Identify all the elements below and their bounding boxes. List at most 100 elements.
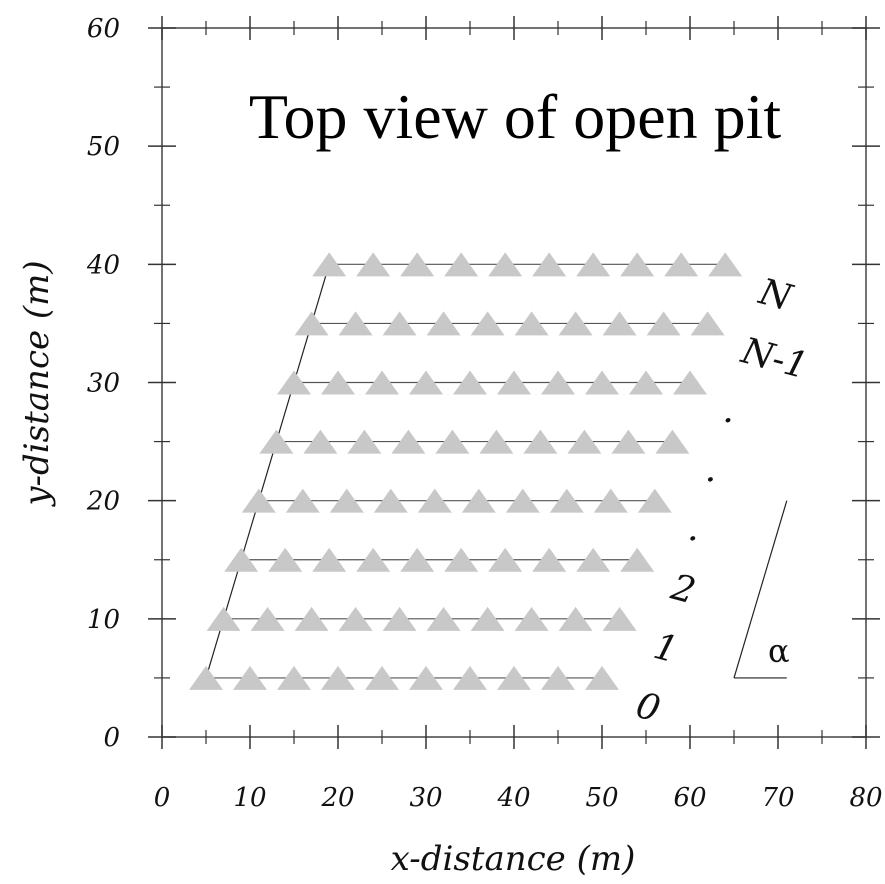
- receiver-triangle-marker: [373, 488, 408, 513]
- row-label: 1: [649, 626, 682, 672]
- y-axis-title: y-distance (m): [17, 260, 57, 507]
- receiver-triangle-marker: [637, 488, 672, 513]
- receiver-triangle-marker: [479, 429, 514, 454]
- receiver-triangle-marker: [444, 252, 479, 277]
- receiver-triangle-marker: [224, 547, 259, 572]
- receiver-triangle-marker: [620, 252, 655, 277]
- x-tick-label: 80: [849, 783, 882, 813]
- receiver-triangle-marker: [532, 252, 567, 277]
- x-tick-label: 30: [409, 783, 442, 813]
- receiver-triangle-marker: [435, 429, 470, 454]
- receiver-triangle-marker: [321, 370, 355, 395]
- receiver-triangle-marker: [409, 370, 443, 395]
- receiver-triangle-marker: [277, 370, 311, 395]
- receiver-triangle-marker: [426, 311, 461, 336]
- receiver-triangle-marker: [277, 665, 311, 690]
- receiver-triangle-marker: [497, 665, 531, 690]
- receiver-triangle-marker: [400, 547, 435, 572]
- x-tick-label: 40: [496, 783, 530, 813]
- receiver-triangle-marker: [356, 547, 391, 572]
- receiver-triangle-marker: [470, 311, 505, 336]
- row-label: 2: [666, 567, 700, 613]
- receiver-triangle-marker: [576, 252, 611, 277]
- receiver-triangle-marker: [505, 488, 540, 513]
- receiver-triangle-marker: [611, 429, 646, 454]
- receiver-triangle-marker: [558, 606, 593, 631]
- receiver-triangle-marker: [382, 311, 417, 336]
- receiver-triangle-marker: [241, 488, 276, 513]
- receiver-triangle-marker: [365, 665, 399, 690]
- angle-indicator: α: [733, 500, 790, 679]
- receiver-triangle-marker: [488, 547, 523, 572]
- chart-title: Top view of open pit: [249, 81, 782, 152]
- receiver-triangle-marker: [426, 606, 461, 631]
- receiver-triangle-marker: [673, 370, 707, 395]
- receiver-triangle-marker: [347, 429, 382, 454]
- receiver-triangle-marker: [409, 665, 443, 690]
- receiver-triangle-marker: [541, 665, 575, 690]
- receiver-triangle-marker: [497, 370, 531, 395]
- receiver-triangle-marker: [417, 488, 452, 513]
- receiver-triangle-marker: [338, 606, 373, 631]
- y-tick-label: 40: [86, 250, 120, 280]
- alpha-label: α: [768, 632, 790, 670]
- receiver-triangle-marker: [294, 311, 329, 336]
- receiver-triangle-marker: [321, 665, 355, 690]
- x-tick-label: 60: [673, 783, 706, 813]
- receiver-triangle-marker: [391, 429, 426, 454]
- receiver-triangle-marker: [233, 665, 267, 690]
- receiver-triangle-marker: [593, 488, 628, 513]
- receiver-triangle-marker: [620, 547, 655, 572]
- receiver-triangle-marker: [382, 606, 417, 631]
- receiver-triangle-marker: [356, 252, 391, 277]
- receiver-triangle-marker: [259, 429, 294, 454]
- receiver-triangle-marker: [585, 665, 619, 690]
- receiver-triangle-marker: [365, 370, 399, 395]
- receiver-triangle-marker: [655, 429, 690, 454]
- row-label: N: [754, 271, 797, 319]
- receiver-triangle-marker: [629, 370, 663, 395]
- receiver-triangle-marker: [268, 547, 303, 572]
- receiver-triangle-marker: [514, 606, 549, 631]
- receiver-triangle-marker: [470, 606, 505, 631]
- receiver-triangle-marker: [576, 547, 611, 572]
- x-axis-title: x-distance (m): [391, 839, 636, 879]
- receiver-triangle-marker: [453, 665, 487, 690]
- receiver-triangle-marker: [250, 606, 285, 631]
- receiver-triangle-marker: [567, 429, 602, 454]
- receiver-triangle-marker: [602, 311, 637, 336]
- row-label: 0: [632, 685, 665, 731]
- receiver-triangle-marker: [585, 370, 619, 395]
- row-label: .: [720, 390, 742, 433]
- receiver-triangle-marker: [532, 547, 567, 572]
- receiver-triangle-marker: [189, 665, 223, 690]
- x-tick-label: 50: [585, 783, 618, 813]
- angle-slope-line: [733, 500, 788, 679]
- receiver-triangle-marker: [549, 488, 584, 513]
- y-tick-label: 0: [103, 723, 120, 753]
- y-tick-label: 20: [86, 487, 120, 517]
- receiver-triangle-marker: [461, 488, 496, 513]
- receiver-triangle-marker: [338, 311, 373, 336]
- receiver-triangle-marker: [206, 606, 241, 631]
- receiver-triangle-marker: [453, 370, 487, 395]
- receiver-triangle-marker: [400, 252, 435, 277]
- receiver-triangle-marker: [514, 311, 549, 336]
- receiver-triangle-marker: [285, 488, 320, 513]
- receiver-triangle-marker: [558, 311, 593, 336]
- receiver-triangle-marker: [523, 429, 558, 454]
- receiver-triangle-marker: [303, 429, 338, 454]
- x-tick-label: 20: [320, 783, 354, 813]
- x-tick-label: 70: [761, 783, 794, 813]
- receiver-triangle-marker: [646, 311, 681, 336]
- receiver-triangle-marker: [690, 311, 725, 336]
- receiver-triangle-marker: [541, 370, 575, 395]
- receiver-triangle-marker: [664, 252, 699, 277]
- receiver-triangle-marker: [708, 252, 743, 277]
- y-tick-label: 50: [87, 132, 120, 162]
- x-tick-label: 0: [154, 783, 171, 813]
- x-tick-label: 10: [233, 783, 266, 813]
- y-tick-label: 30: [87, 369, 120, 399]
